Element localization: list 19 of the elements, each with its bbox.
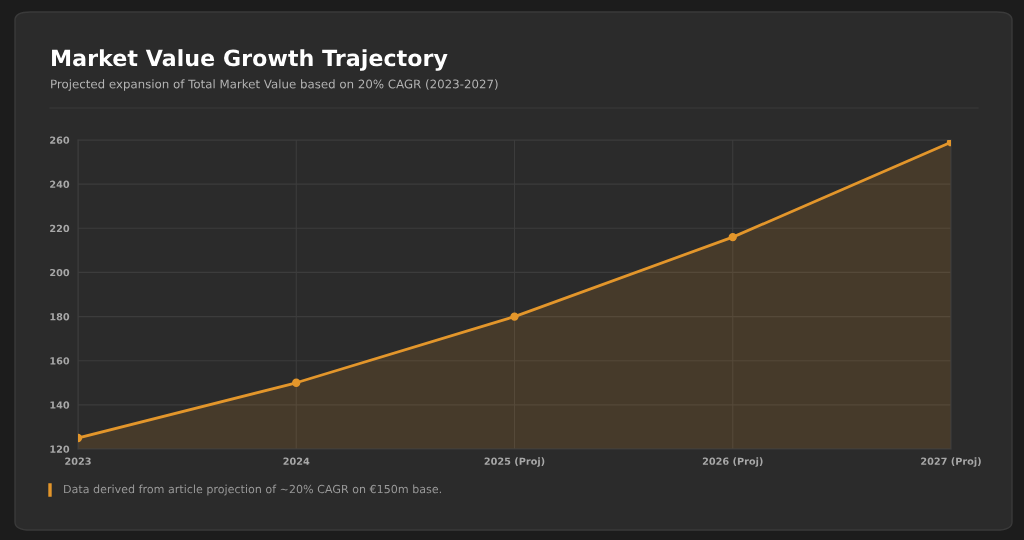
y-tick-label: 200 [50,268,70,277]
y-tick-label: 120 [50,445,70,453]
point [728,232,737,242]
x-tick-label: 2026 (Proj) [702,457,763,467]
point [510,312,519,321]
y-tick-label: 180 [50,313,70,321]
y-tick-label: 240 [50,180,70,188]
y-tick-label: 260 [50,136,70,144]
chart-title: Market Value Growth Trajectory [52,49,448,71]
x-tick-label: 2024 [283,457,310,465]
y-tick-label: 160 [50,357,70,365]
y-tick-label: 220 [50,224,70,233]
y-tick-label: 140 [50,401,70,409]
x-tick-label: 2027 (Proj) [921,457,981,467]
x-tick-label: 2023 [65,457,91,465]
chart-subtitle: Projected expansion of Total Market Value based on 20% CAGR (2023-2027) [51,79,498,91]
x-tick-label: 2025 (Proj) [484,457,545,467]
point [292,378,301,387]
text: Data derived from article projection of ~20% CAGR on €150m base. [64,484,442,496]
